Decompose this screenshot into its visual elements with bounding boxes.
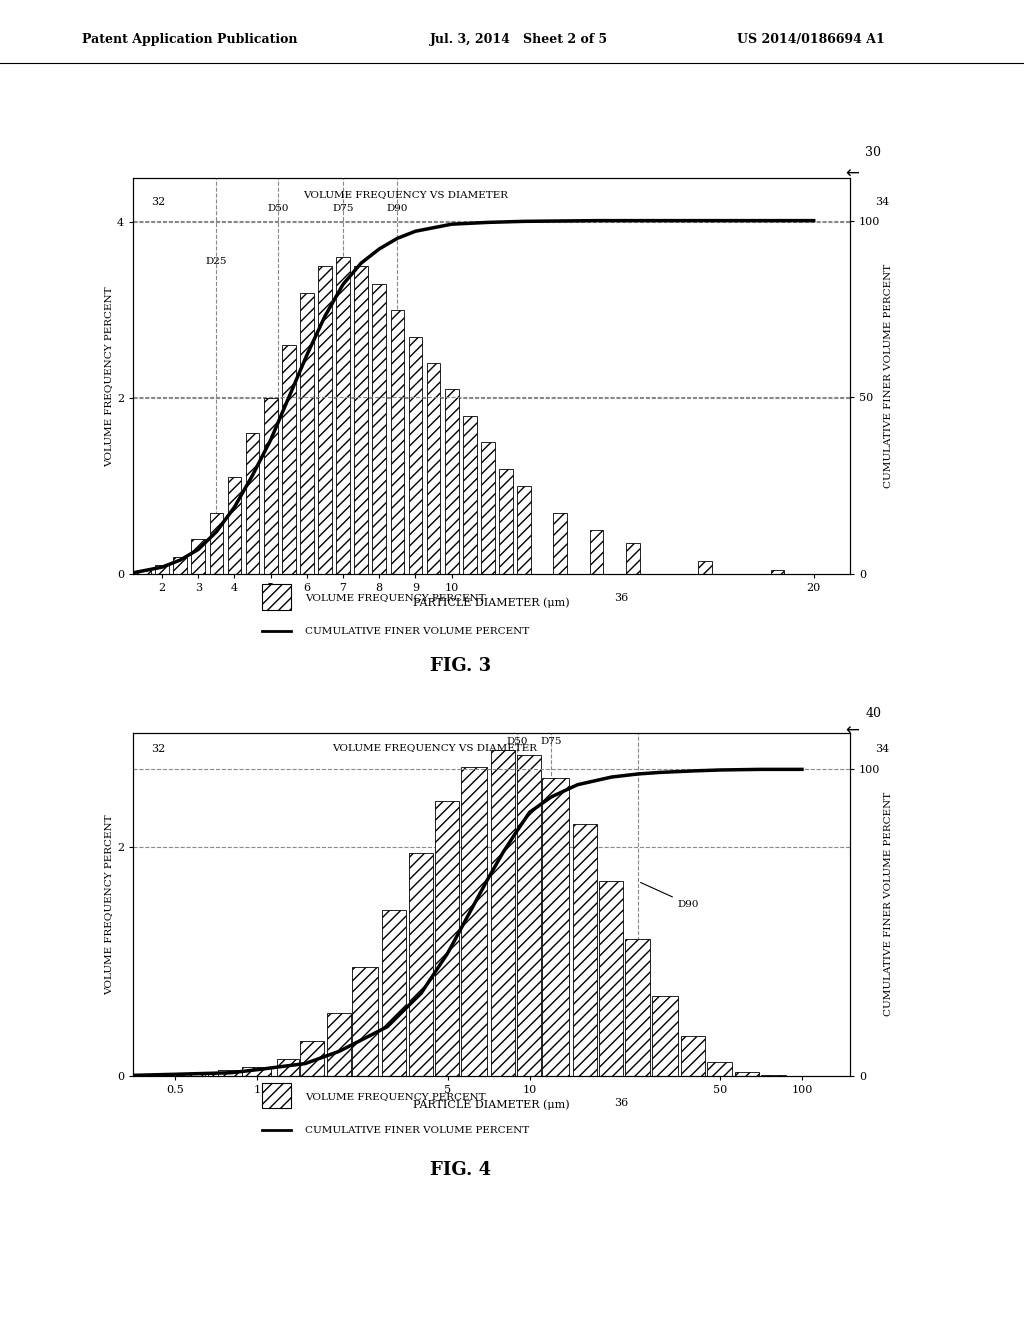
Text: CUMULATIVE FINER VOLUME PERCENT: CUMULATIVE FINER VOLUME PERCENT (305, 1126, 529, 1135)
Bar (318, 267, 332, 574)
Bar (444, 389, 459, 574)
Text: Jul. 3, 2014   Sheet 2 of 5: Jul. 3, 2014 Sheet 2 of 5 (430, 33, 608, 46)
Bar (173, 557, 187, 574)
Bar (734, 1072, 759, 1076)
X-axis label: PARTICLE DIAMETER (μm): PARTICLE DIAMETER (μm) (414, 1100, 569, 1110)
Text: ←: ← (845, 164, 859, 182)
Bar (191, 539, 205, 574)
Bar (246, 433, 259, 574)
Bar (208, 1072, 222, 1076)
Text: 36: 36 (614, 1098, 629, 1109)
Bar (300, 293, 313, 574)
Bar (698, 561, 712, 574)
Y-axis label: VOLUME FREQUENCY PERCENT: VOLUME FREQUENCY PERCENT (103, 286, 113, 466)
Bar (210, 512, 223, 574)
Text: 30: 30 (865, 145, 882, 158)
Bar (373, 284, 386, 574)
Bar (137, 570, 151, 574)
Bar (553, 512, 567, 574)
Bar (517, 755, 541, 1076)
Text: D75: D75 (541, 738, 562, 746)
Bar (462, 767, 487, 1076)
Text: VOLUME FREQUENCY VS DIAMETER: VOLUME FREQUENCY VS DIAMETER (303, 190, 508, 199)
Text: US 2014/0186694 A1: US 2014/0186694 A1 (737, 33, 885, 46)
Bar (572, 824, 597, 1076)
X-axis label: PARTICLE DIAMETER (μm): PARTICLE DIAMETER (μm) (414, 598, 569, 609)
Bar (517, 486, 531, 574)
Bar (652, 995, 678, 1076)
Text: D75: D75 (333, 205, 354, 214)
Bar (227, 478, 242, 574)
Bar (599, 882, 623, 1076)
Bar (282, 346, 296, 574)
Text: 32: 32 (152, 197, 166, 207)
Bar (542, 779, 568, 1076)
Bar (625, 939, 650, 1076)
Bar (264, 399, 278, 574)
Bar (382, 909, 407, 1076)
Text: FIG. 3: FIG. 3 (430, 656, 492, 675)
Bar (409, 853, 432, 1076)
Bar (156, 565, 169, 574)
Bar (327, 1012, 350, 1076)
Bar (490, 750, 515, 1076)
Y-axis label: VOLUME FREQUENCY PERCENT: VOLUME FREQUENCY PERCENT (103, 814, 113, 994)
Text: D90: D90 (387, 205, 409, 214)
Bar (499, 469, 513, 574)
Y-axis label: CUMULATIVE FINER VOLUME PERCENT: CUMULATIVE FINER VOLUME PERCENT (885, 792, 894, 1016)
Text: VOLUME FREQUENCY PERCENT: VOLUME FREQUENCY PERCENT (305, 1092, 485, 1101)
Text: VOLUME FREQUENCY VS DIAMETER: VOLUME FREQUENCY VS DIAMETER (332, 743, 537, 752)
Bar (427, 363, 440, 574)
FancyBboxPatch shape (262, 1082, 291, 1109)
Text: D50: D50 (267, 205, 289, 214)
Bar (590, 531, 603, 574)
Bar (463, 416, 477, 574)
Bar (409, 337, 422, 574)
Text: D50: D50 (507, 738, 528, 746)
Bar (336, 257, 350, 574)
Bar (300, 1041, 325, 1076)
Text: VOLUME FREQUENCY PERCENT: VOLUME FREQUENCY PERCENT (305, 593, 485, 602)
Text: FIG. 4: FIG. 4 (430, 1160, 492, 1179)
Text: Patent Application Publication: Patent Application Publication (82, 33, 297, 46)
Bar (218, 1071, 243, 1076)
Bar (481, 442, 495, 574)
Text: D25: D25 (206, 257, 227, 267)
Bar (626, 544, 640, 574)
Text: CUMULATIVE FINER VOLUME PERCENT: CUMULATIVE FINER VOLUME PERCENT (305, 627, 529, 636)
Bar (188, 1073, 205, 1076)
Bar (351, 968, 378, 1076)
Y-axis label: CUMULATIVE FINER VOLUME PERCENT: CUMULATIVE FINER VOLUME PERCENT (885, 264, 894, 488)
FancyBboxPatch shape (262, 583, 291, 610)
Text: 40: 40 (865, 706, 882, 719)
Text: 34: 34 (876, 197, 890, 207)
Text: ←: ← (845, 721, 859, 739)
Bar (434, 801, 460, 1076)
Bar (707, 1063, 732, 1076)
Text: 36: 36 (614, 593, 629, 603)
Text: D90: D90 (641, 883, 699, 908)
Text: 34: 34 (876, 744, 890, 755)
Bar (771, 570, 784, 574)
Bar (354, 267, 368, 574)
Bar (681, 1036, 705, 1076)
Bar (390, 310, 404, 574)
Bar (243, 1067, 270, 1076)
Text: 32: 32 (152, 744, 166, 755)
Bar (276, 1059, 299, 1076)
